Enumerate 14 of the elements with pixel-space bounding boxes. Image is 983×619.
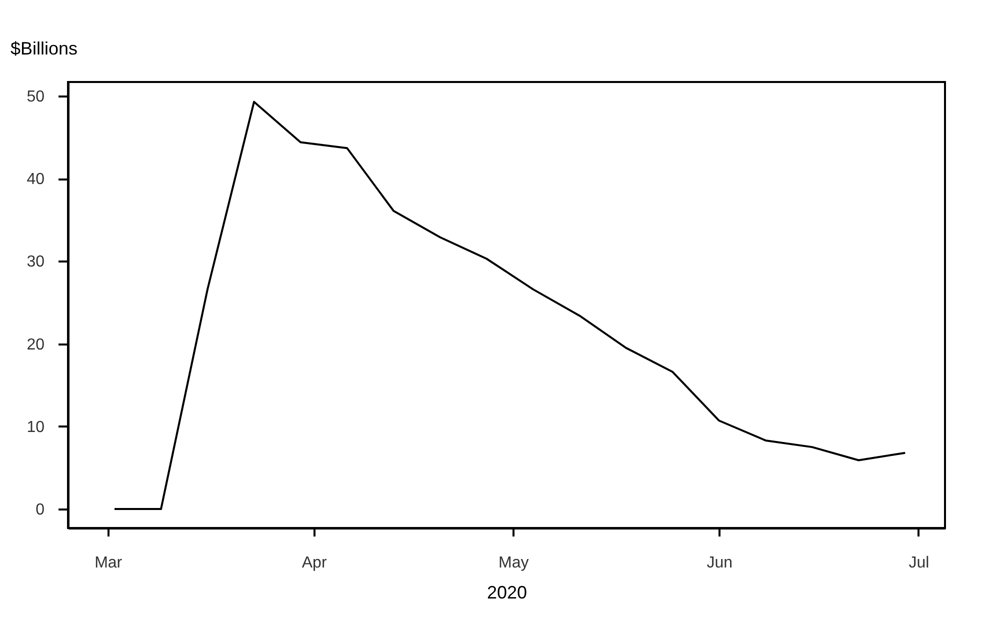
y-axis-title: $Billions	[10, 38, 78, 58]
y-tick-label: 0	[36, 502, 45, 519]
y-tick-label: 20	[26, 336, 45, 354]
x-tick-label: Jun	[706, 554, 733, 572]
x-tick-label: May	[498, 554, 529, 572]
y-tick-label: 10	[26, 418, 45, 436]
x-tick-label: Mar	[94, 554, 123, 572]
y-tick-label: 40	[26, 171, 45, 188]
x-tick-label: Jul	[908, 554, 930, 572]
y-tick-label: 50	[26, 88, 45, 106]
x-axis-title: 2020	[486, 582, 528, 602]
x-tick-label: Apr	[302, 554, 328, 572]
line-series	[114, 100, 906, 510]
y-tick-label: 30	[26, 254, 45, 271]
